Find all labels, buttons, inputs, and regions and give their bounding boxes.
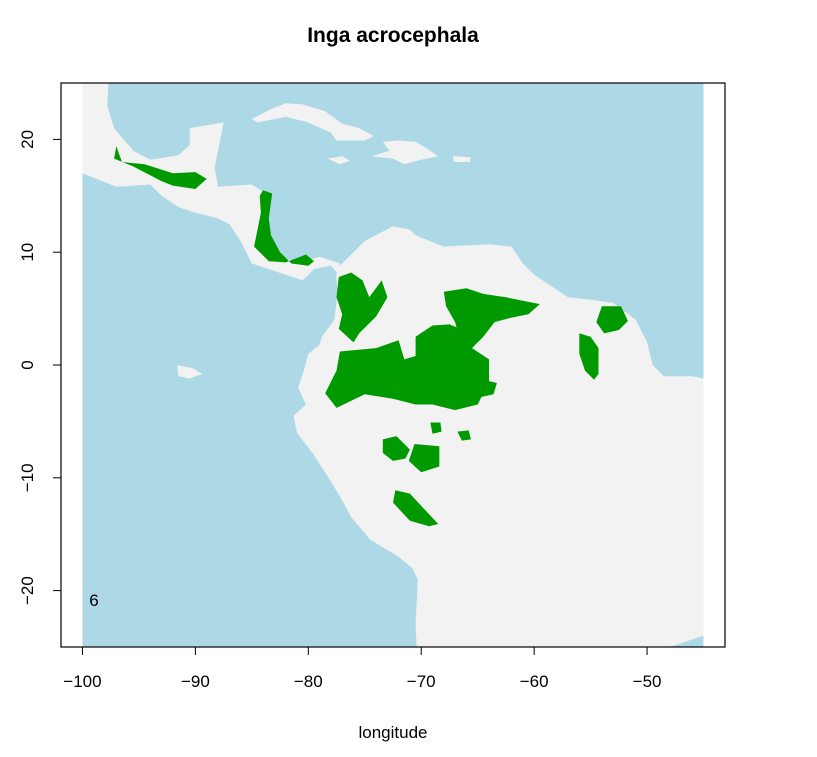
raster-margin-left (61, 83, 83, 647)
raster-margin-right (703, 83, 725, 647)
presence-peru-central (382, 436, 410, 461)
y-tick-label: −20 (18, 576, 37, 605)
presence-amapa-brazil (579, 333, 599, 380)
land-galapagos (177, 365, 203, 379)
presence-layer (114, 146, 628, 527)
x-tick-label: −60 (520, 672, 549, 691)
x-tick-label: −90 (181, 672, 210, 691)
presence-rio-negro-east (477, 378, 497, 398)
land-hispaniola (371, 140, 439, 165)
presence-madeira-spot (457, 430, 471, 441)
y-tick-label: −10 (18, 463, 37, 492)
y-tick-label: 0 (18, 360, 37, 369)
x-tick-label: −50 (633, 672, 662, 691)
y-tick-label: 20 (18, 130, 37, 149)
presence-suriname-french-guiana (596, 306, 628, 334)
land-south-america (293, 226, 704, 647)
presence-bolivia-madidi (393, 490, 439, 527)
land-layer (82, 83, 704, 647)
map-title: Inga acrocephala (307, 24, 479, 47)
x-tick-label: −100 (63, 672, 101, 691)
presence-venezuela-guyana-highlands (443, 288, 540, 354)
land-cuba (251, 103, 374, 141)
x-axis: −100 −90 −80 −70 −60 −50 (63, 646, 662, 691)
presence-western-amazon (325, 324, 489, 411)
y-tick-label: 10 (18, 243, 37, 262)
presence-acre-rondonia (408, 444, 440, 473)
x-tick-label: −80 (294, 672, 323, 691)
x-axis-label: longitude (358, 723, 427, 742)
x-tick-label: −70 (407, 672, 436, 691)
map-raster (61, 83, 725, 647)
land-north-america-central-america (82, 83, 340, 281)
presence-colombia-choco-andes (336, 272, 388, 343)
land-jamaica (327, 156, 351, 165)
presence-honduras-nicaragua-costa-rica-panama (254, 190, 314, 266)
land-puerto-rico (452, 156, 471, 162)
presence-ucayali-spot (430, 422, 442, 434)
corner-label: 6 (89, 591, 98, 610)
y-axis: −20 −10 0 10 20 (18, 130, 62, 605)
presence-mexico-guatemala (114, 146, 207, 189)
